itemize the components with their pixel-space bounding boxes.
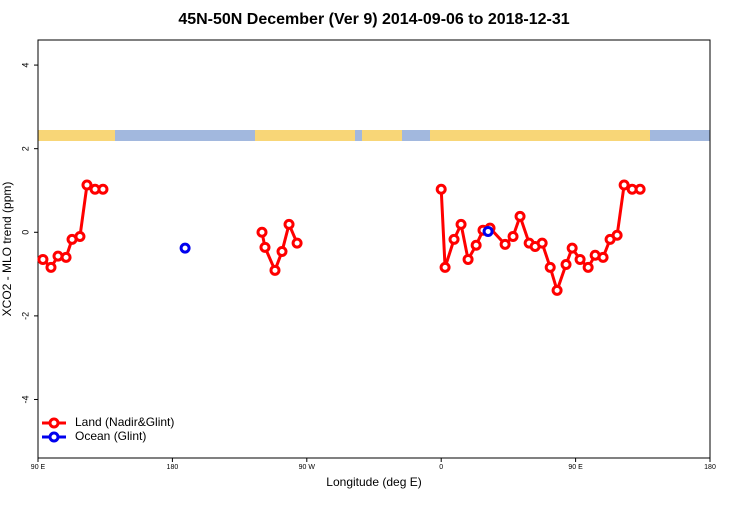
point — [283, 218, 295, 230]
y-tick-label: 0 — [20, 230, 30, 235]
point — [482, 225, 494, 237]
point — [179, 242, 191, 254]
point — [455, 218, 467, 230]
x-tick-label: 90 E — [568, 464, 583, 471]
point — [507, 230, 519, 242]
chart-title: 45N-50N December (Ver 9) 2014-09-06 to 2… — [178, 11, 569, 28]
x-tick-label: 0 — [439, 464, 443, 471]
point — [256, 226, 268, 238]
point — [269, 264, 281, 276]
map-strip — [38, 130, 710, 141]
x-tick-label: 90 W — [299, 464, 316, 471]
point — [448, 233, 460, 245]
point — [566, 242, 578, 254]
point — [634, 183, 646, 195]
point — [276, 246, 288, 258]
point — [259, 241, 271, 253]
point — [60, 251, 72, 263]
point — [291, 237, 303, 249]
point — [574, 253, 586, 265]
plot-frame — [37, 39, 711, 459]
y-tick-label: -4 — [20, 395, 30, 403]
legend-label: Ocean (Glint) — [75, 429, 146, 443]
point — [74, 230, 86, 242]
x-tick-label: 90 E — [31, 464, 46, 471]
point — [597, 251, 609, 263]
point — [560, 258, 572, 270]
point — [439, 261, 451, 273]
point — [551, 284, 563, 296]
point — [37, 253, 49, 265]
legend-label: Land (Nadir&Glint) — [75, 415, 174, 429]
y-axis-label: XCO2 - MLO trend (ppm) — [0, 182, 14, 317]
y-tick-label: 2 — [20, 146, 30, 151]
point — [97, 183, 109, 195]
point — [611, 229, 623, 241]
series-line — [41, 182, 641, 296]
legend-marker — [48, 417, 60, 429]
x-axis-label: Longitude (deg E) — [326, 475, 421, 489]
point — [536, 237, 548, 249]
point — [81, 179, 93, 191]
point — [45, 261, 57, 273]
legend-marker — [48, 431, 60, 443]
x-tick-label: 180 — [167, 464, 179, 471]
point — [582, 261, 594, 273]
point — [618, 179, 630, 191]
point — [514, 210, 526, 222]
x-tick-label: 180 — [704, 464, 716, 471]
y-tick-label: 4 — [20, 63, 30, 68]
point — [462, 253, 474, 265]
point — [435, 183, 447, 195]
y-tick-label: -2 — [20, 312, 30, 320]
point — [470, 239, 482, 251]
point — [499, 238, 511, 250]
point — [544, 261, 556, 273]
